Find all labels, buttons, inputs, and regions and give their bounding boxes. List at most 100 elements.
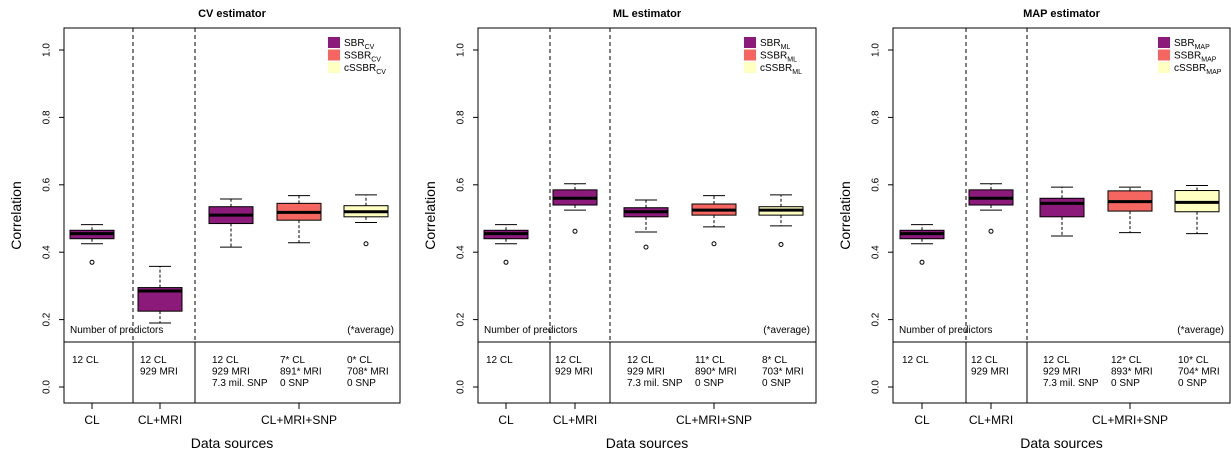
average-note: (*average) xyxy=(763,325,810,336)
predictor-count-text: 10* CL xyxy=(1178,355,1209,366)
y-tick-label: 1.0 xyxy=(456,43,467,57)
legend-sub-text: ML xyxy=(792,69,802,76)
legend-main-text: cSSBR xyxy=(344,63,376,74)
outlier-point xyxy=(643,244,649,250)
legend-entry: SSBRMAP xyxy=(1174,51,1217,64)
predictor-label: Number of predictors xyxy=(484,325,577,336)
legend-main-text: cSSBR xyxy=(1174,63,1206,74)
predictor-count-text: 929 MRI xyxy=(140,367,178,378)
y-axis-label: Correlation xyxy=(8,181,24,249)
box-sbr-cl xyxy=(483,224,529,265)
plot-frame xyxy=(892,27,1231,404)
y-tick-label: 0.4 xyxy=(456,245,467,259)
y-tick-label: 0.4 xyxy=(42,245,53,259)
box-sbr-cl xyxy=(899,224,945,265)
predictor-count-text: 12 CL xyxy=(72,355,99,366)
x-axis-label: Data sources xyxy=(191,435,273,451)
y-tick-label: 0.8 xyxy=(871,110,882,124)
legend-entry: SSBRML xyxy=(760,51,797,64)
legend-sub-text: CV xyxy=(376,69,386,76)
x-tick-label: CL xyxy=(84,413,100,427)
legend-entry: SSBRCV xyxy=(344,51,381,64)
predictor-count-text: 708* MRI xyxy=(347,367,389,378)
x-tick-label: CL+MRI xyxy=(553,413,597,427)
predictor-count-text: 12 CL xyxy=(627,355,654,366)
x-tick-label: CL xyxy=(498,413,514,427)
box-body xyxy=(137,287,183,312)
y-tick-label: 0.2 xyxy=(871,312,882,326)
legend-swatch xyxy=(744,49,756,61)
legend-main-text: SSBR xyxy=(1174,51,1201,62)
chart-panel-1: CV estimator 0.0 0.2 0.4 0.6 0.8 1.0 Correlatio… xyxy=(8,8,401,451)
y-tick-label: 0.2 xyxy=(456,312,467,326)
y-tick-label: 0.8 xyxy=(456,110,467,124)
x-tick-label: CL+MRI+SNP xyxy=(1092,413,1168,427)
legend-main-text: SSBR xyxy=(344,51,371,62)
y-tick-label: 0.2 xyxy=(42,312,53,326)
predictor-count-text: 0 SNP xyxy=(280,378,309,389)
box-sbr-cl-mri-snp xyxy=(623,199,669,250)
predictor-count-text: 0 SNP xyxy=(347,378,376,389)
predictor-count-text: 929 MRI xyxy=(627,367,665,378)
y-axis-label: Correlation xyxy=(422,181,438,249)
y-tick-label: 0.6 xyxy=(456,177,467,191)
y-tick-label: 0.0 xyxy=(42,380,53,394)
legend-swatch xyxy=(328,37,340,48)
y-tick-label: 0.6 xyxy=(871,177,882,191)
predictor-count-text: 929 MRI xyxy=(1043,367,1081,378)
legend-main-text: SBR xyxy=(344,38,365,49)
predictor-label: Number of predictors xyxy=(899,325,992,336)
predictor-count-text: 893* MRI xyxy=(1111,367,1153,378)
predictor-count-text: 7* CL xyxy=(280,355,305,366)
outlier-point xyxy=(363,241,369,247)
legend-swatch xyxy=(744,62,756,73)
predictor-count-text: 929 MRI xyxy=(212,367,250,378)
predictor-count-text: 11* CL xyxy=(695,355,725,366)
predictor-count-text: 890* MRI xyxy=(695,367,737,378)
y-tick-label: 0.0 xyxy=(871,380,882,394)
legend-swatch xyxy=(1158,49,1170,61)
outlier-point xyxy=(711,241,717,247)
legend-sub-text: CV xyxy=(371,57,381,64)
chart-panel-3: MAP estimator 0.0 0.2 0.4 0.6 0.8 1.0 Correlati… xyxy=(837,8,1231,451)
predictor-count-text: 929 MRI xyxy=(971,367,1009,378)
legend-sub-text: ML xyxy=(781,44,791,51)
x-tick-label: CL+MRI xyxy=(969,413,1013,427)
outlier-point xyxy=(778,241,784,247)
legend-main-text: cSSBR xyxy=(760,63,792,74)
legend-sub-text: MAP xyxy=(1195,44,1211,51)
legend-entry: cSSBRML xyxy=(760,63,802,76)
predictor-count-text: 7.3 mil. SNP xyxy=(627,378,683,389)
legend-main-text: SBR xyxy=(1174,38,1195,49)
box-cssbr-cl-mri-snp xyxy=(1174,184,1220,235)
predictor-count-text: 703* MRI xyxy=(762,367,804,378)
x-tick-label: CL+MRI xyxy=(138,413,182,427)
box-sbr-cl-mri xyxy=(552,183,598,234)
legend-swatch xyxy=(328,49,340,61)
box-cssbr-cl-mri-snp xyxy=(758,194,804,247)
box-sbr-cl-mri-snp xyxy=(1039,186,1085,237)
box-ssbr-cl-mri-snp xyxy=(276,195,322,244)
predictor-count-text: 704* MRI xyxy=(1178,367,1220,378)
box-sbr-cl-mri xyxy=(968,183,1014,234)
legend-swatch xyxy=(328,62,340,73)
legend-entry: SBRML xyxy=(760,38,790,51)
box-sbr-cl-mri xyxy=(137,265,183,324)
box-ssbr-cl-mri-snp xyxy=(691,195,737,247)
legend-swatch xyxy=(1158,62,1170,73)
y-tick-label: 1.0 xyxy=(42,43,53,57)
predictor-count-text: 0 SNP xyxy=(695,378,724,389)
chart-title: CV estimator xyxy=(198,8,267,20)
y-tick-label: 0.6 xyxy=(42,177,53,191)
predictor-count-text: 12 CL xyxy=(1043,355,1070,366)
predictor-count-text: 0* CL xyxy=(347,355,372,366)
outlier-point xyxy=(919,259,925,265)
predictor-count-text: 7.3 mil. SNP xyxy=(212,378,268,389)
chart-title: MAP estimator xyxy=(1023,8,1101,20)
plot-frame xyxy=(477,27,817,404)
predictor-count-text: 8* CL xyxy=(762,355,787,366)
x-axis-label: Data sources xyxy=(606,435,688,451)
